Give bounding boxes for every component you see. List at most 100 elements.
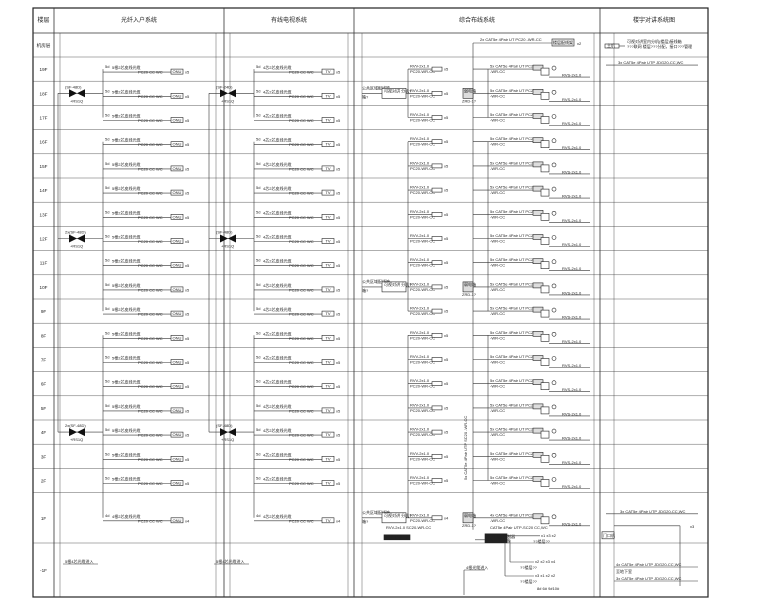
rvv-outlet-box [431,66,443,72]
utp-cable-label: 5x CAT5e 4Pair UT PC20 [490,64,536,69]
splitter-icon [77,234,85,243]
rvv-outlet-box [431,453,443,459]
rvv-conduit-label: PC20-WR-CC [410,263,435,268]
splitter-label: (SF-48D) [216,230,233,235]
rvs-label: RVS-2x1.0 [562,242,582,247]
rvs-label: RVS-2x1.0 [562,315,582,320]
distributor-sub: 箱? [362,518,369,524]
outlet-box-label: TV [325,408,330,413]
branch-count: 5d [105,64,109,69]
conduit-label: PC20 CC WC [289,287,314,292]
1f-rvv-line: RVV-2x1.0 SC20-WR-CC [386,525,431,530]
terminal-box [540,285,550,294]
catv-outlet-box [321,214,335,220]
conduit-label: PC20 CC WC [138,481,163,486]
floor-label: 18F [40,91,48,96]
branch-count: 5d [105,113,109,118]
outlet-box-label: TV [325,481,330,486]
outlet-count: x5 [185,215,190,220]
floor-label: 11F [40,261,48,266]
splitter-label: (SF-48D) [216,423,233,428]
fiber-outlet-box [170,117,184,123]
rvv-cable-label: RVV-2x1.0 [410,378,430,383]
rvv-conduit-label: PC20-WR-CC [410,69,435,74]
fiber-outlet-box [170,165,184,172]
rvv-outlet-box [431,91,443,96]
utp-conduit-label: -WR-CC [490,118,505,123]
floor-label: 1F [41,516,47,521]
outlet-count: x5 [336,191,341,196]
rvv-conduit-label: PC20-WR-CC [410,432,435,437]
outlet-box-label: ONU [173,142,182,147]
rvs-label: RVS-2x1.0 [562,436,582,441]
catv-outlet-box [321,310,335,317]
outlet-count: x5 [185,457,190,462]
top-line-label: 2x CAT5e 4Pair UT PC20 -WR-CC [480,37,542,42]
intercom-b1-label: 4x CAT5e 4Pair UTP JDG20-CC,WC [616,562,682,567]
branch-cable-label: 5根2芯皮线光缆 [112,88,140,94]
jack-box [532,282,544,289]
utp-conduit-label: -WR-CC [490,239,505,244]
branch-cable-label: 5根2芯皮线光缆 [112,234,140,240]
terminal-box [540,454,550,463]
rvv-conduit-label: PC20-WR-CC [410,190,435,195]
branch-count: 5d [105,379,109,384]
indoor-station-icon [551,283,557,289]
jack-box [532,89,544,95]
outlet-box-label: ONU [173,335,182,340]
jack-box [532,427,544,434]
rvv-count: x5 [444,454,449,459]
fiber-outlet-box [170,431,184,438]
weak-box-label: 弱电箱 [464,87,476,93]
outlet-box-label: ONU [173,190,182,195]
outlet-box-label: TV [325,432,330,437]
rvv-conduit-label: PC20-WR-CC [410,118,435,123]
outlet-box-label: TV [325,518,330,523]
terminal-box [540,309,550,318]
branch-count: 5d [256,379,260,384]
indoor-station-icon [551,404,557,410]
rvv-outlet-box [431,187,443,193]
utp-cable-label: 5x CAT5e 4Pair UT PC20 [490,209,536,214]
conduit-label: PC20 CC WC [289,70,314,75]
branch-cable-label: 4芯2芯皮线光缆 [263,379,291,385]
conduit-label: PC20 CC WC [138,215,163,220]
splitter-sub-label: +RS1Q [221,244,234,249]
splitter-label: (SF-48D) [65,84,82,89]
rvv-count: x5 [444,212,449,217]
outlet-count: x5 [336,312,341,317]
jack-box [532,451,544,458]
rvv-cable-label: RVV-2x1.0 [410,451,430,456]
rvv-outlet-box [431,115,443,120]
rvv-outlet-box [431,515,443,521]
basement-note: 5根4芯光缆进入 [65,558,93,564]
conduit-label: PC20 CC WC [289,360,314,365]
top-distribution-box [551,38,575,47]
1f-host-label: 楼宇对讲主机 [386,534,410,540]
branch-cable-label: 5根2芯皮线光缆 [112,64,140,70]
branch-cable-label: 5根2芯皮线光缆 [112,282,140,288]
jack-box [532,113,544,119]
floor-label: 机房层 [37,42,51,49]
utp-cable-label: 5x CAT5e 4Pair UT PC20 [490,112,536,117]
branch-count: 5d [105,185,109,190]
indoor-station-icon [551,452,557,458]
outlet-box-label: TV [325,456,330,461]
rvv-cable-label: RVV-2x1.0 [410,427,430,432]
intercom-note: 可视对讲室内分机(楼层)接线箱 [627,38,682,44]
utp-conduit-label: -WR-CC [490,311,505,316]
branch-cable-label: 5根2芯皮线光缆 [112,403,140,409]
conduit-label: PC20 CC WC [138,191,163,196]
rvv-cable-label: RVV-2x1.0 [410,88,430,93]
terminal-box [540,333,550,342]
utp-conduit-label: -WR-CC [490,456,505,461]
jack-box [532,185,544,192]
branch-cable-label: 5根2芯皮线光缆 [112,137,140,143]
outlet-count: x5 [185,263,190,268]
rvv-cable-label: RVV-2x1.0 [410,281,430,286]
splitter-sub-label: +RS1Q [221,98,234,103]
catv-outlet-box [321,407,335,414]
utp-conduit-label: -WR-CC [490,360,505,365]
outlet-box-label: ONU [173,69,182,74]
branch-cable-label: 4芯2芯皮线光缆 [263,330,291,336]
